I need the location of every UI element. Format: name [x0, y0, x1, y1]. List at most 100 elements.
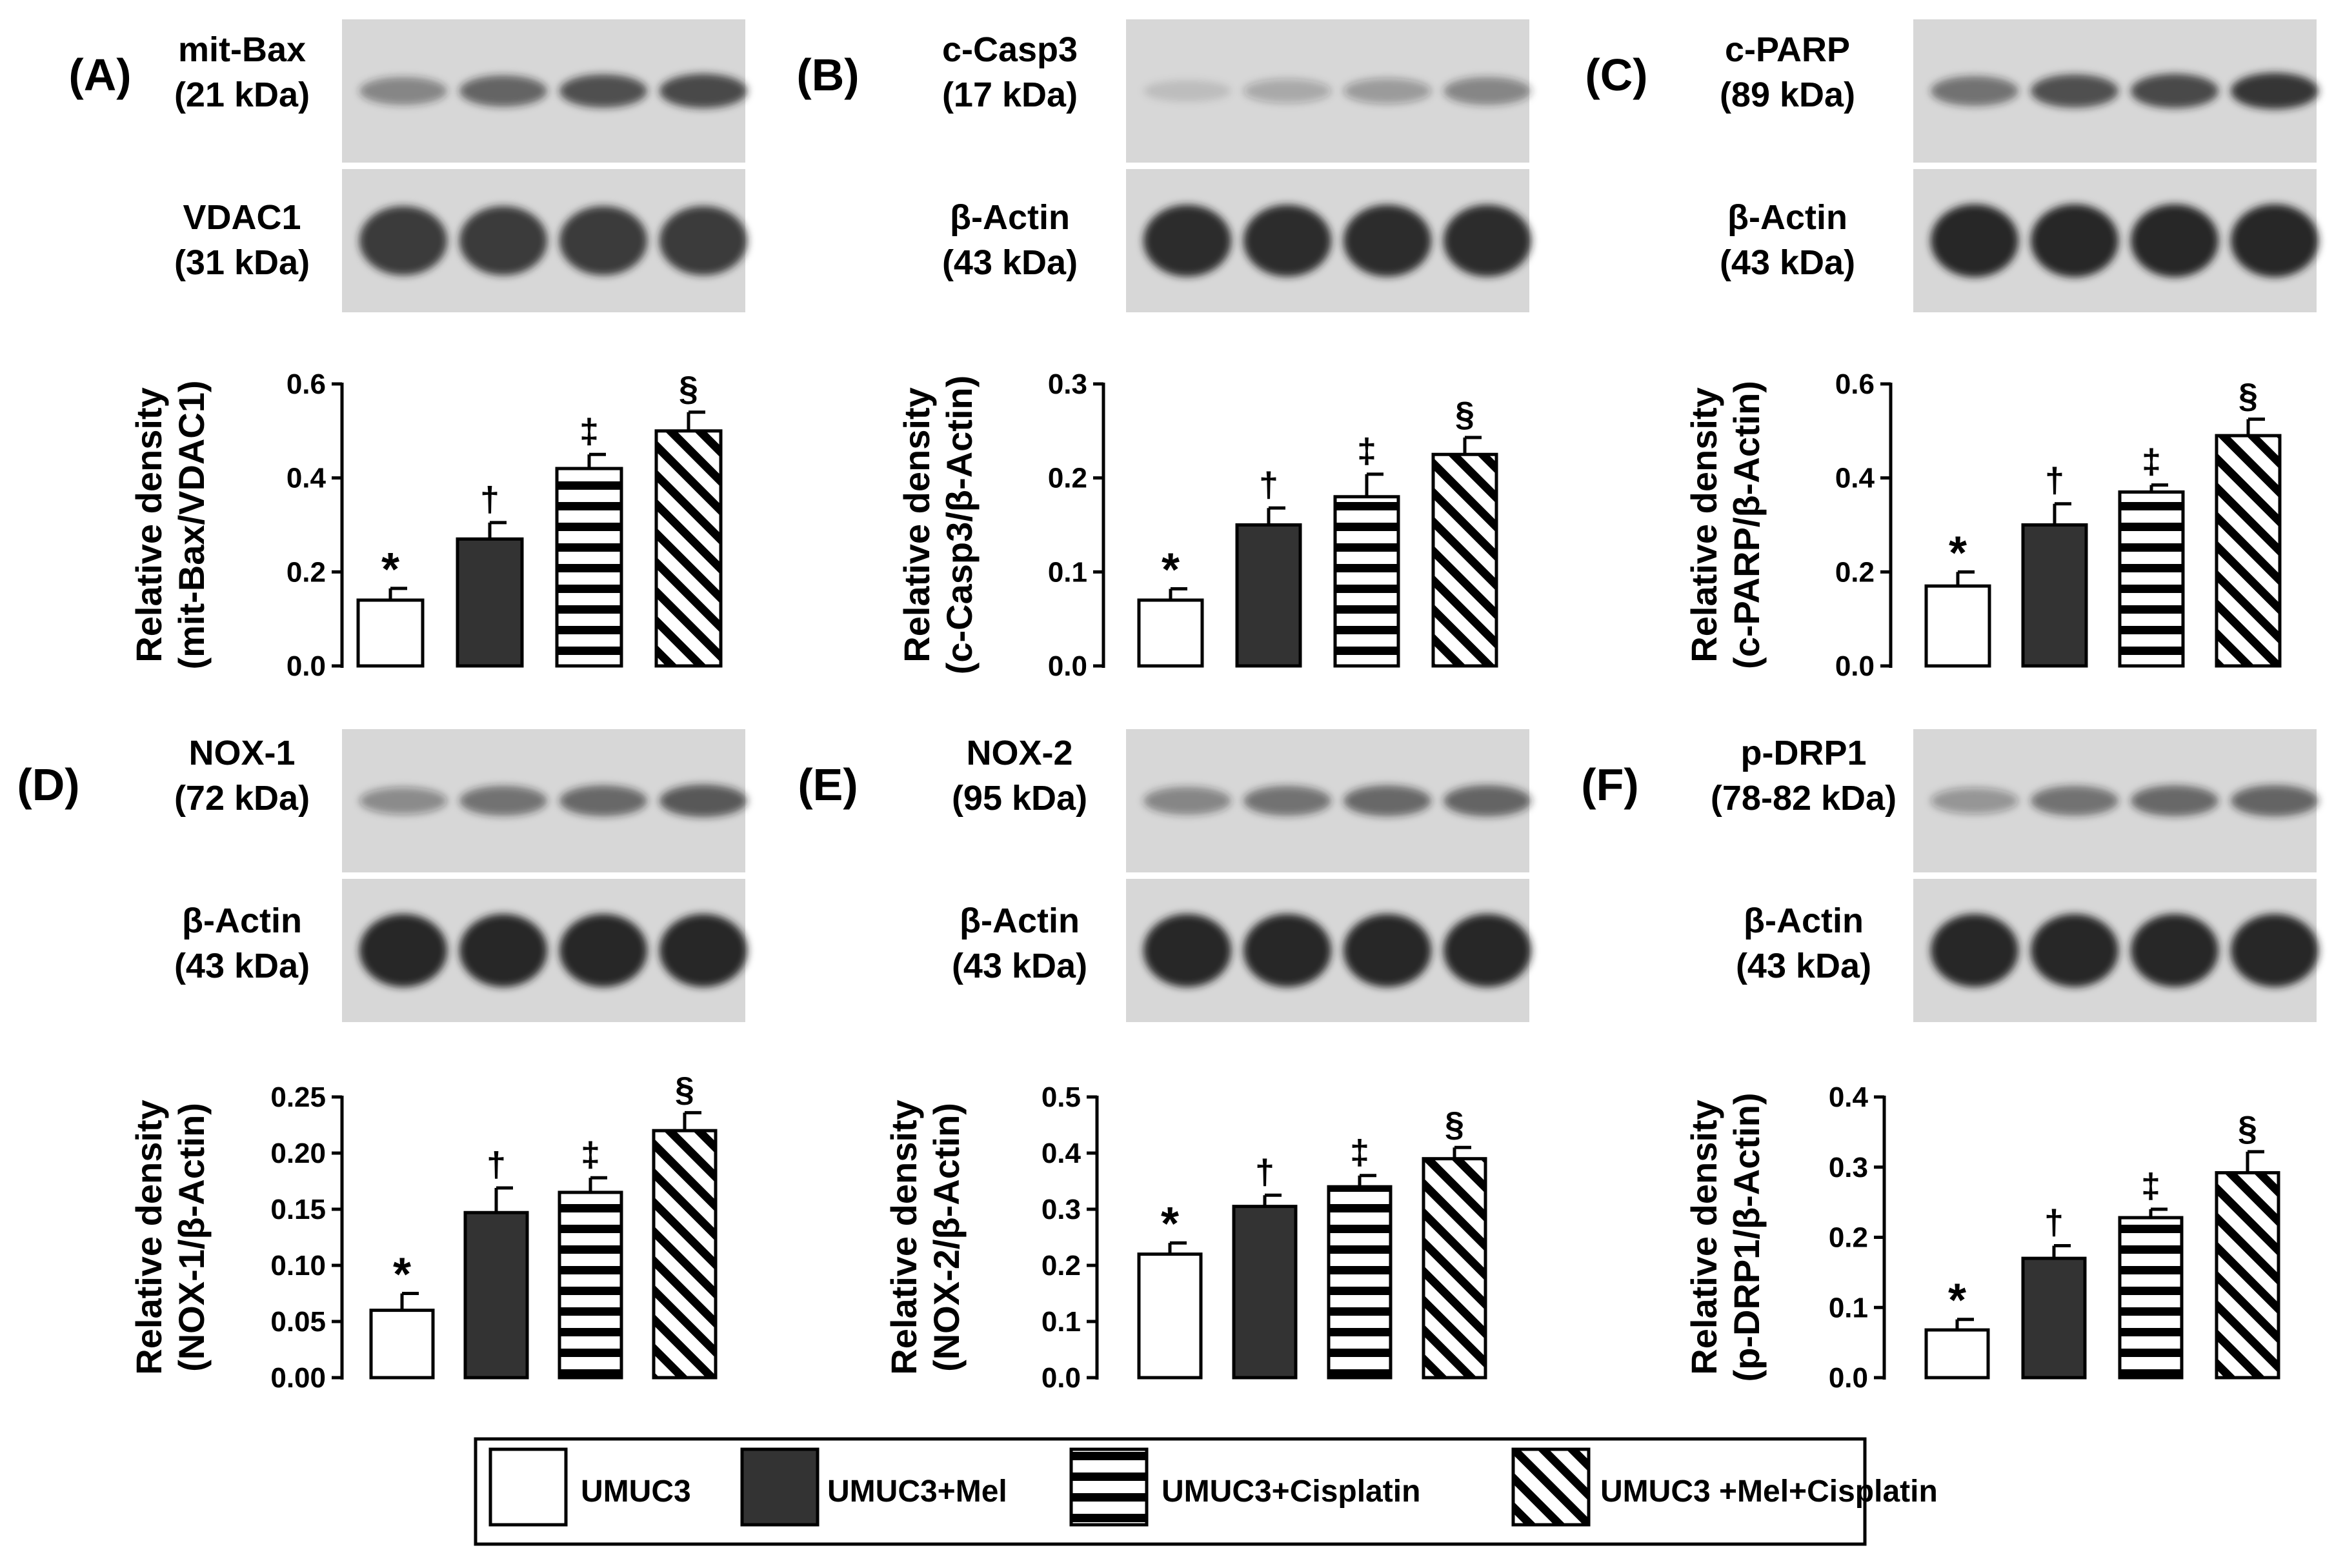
bar — [1924, 1328, 1990, 1380]
control-kda-label: (31 kDa) — [174, 243, 310, 282]
blot-band — [459, 206, 547, 276]
blot-band — [1143, 914, 1231, 987]
blot-band — [2031, 785, 2118, 816]
significance-mark: § — [679, 370, 698, 408]
y-tick-label: 0.2 — [287, 556, 326, 588]
blot-band — [2231, 914, 2319, 987]
significance-mark: ‡ — [1350, 1133, 1369, 1172]
blot-band — [559, 785, 647, 816]
blot-band — [1444, 785, 1531, 817]
y-label-line-1: Relative density — [1684, 387, 1724, 662]
y-label-line-1: Relative density — [896, 387, 937, 662]
bar — [1137, 598, 1204, 668]
y-tick-label: 0.4 — [1829, 1081, 1869, 1113]
legend: UMUC3 UMUC3+Mel UMUC3+Cisplatin UMUC3 +Mel+… — [474, 1437, 1938, 1546]
bar — [2215, 434, 2282, 668]
blot-band — [1444, 77, 1531, 105]
bar-chart: 0.0 0.1 0.2 0.3 0.4 0.5 Relative density (NOX-2… — [883, 1081, 1487, 1394]
panel-letter: (F) — [1581, 759, 1638, 810]
blot-band — [1243, 79, 1331, 103]
blot-band — [2031, 914, 2118, 987]
control-protein-label: β-Actin — [1727, 198, 1847, 237]
bar-chart: 0.0 0.2 0.4 0.6 Relative density (c-PARP/β-Ac… — [1684, 368, 2282, 682]
panel-d: (D)NOX-1(72 kDa)β-Actin(43 kDa)0.000.050… — [17, 729, 747, 1394]
bar — [555, 467, 623, 668]
blot-band — [1444, 914, 1531, 987]
target-protein-label: c-Casp3 — [942, 30, 1078, 69]
control-protein-label: β-Actin — [182, 901, 302, 940]
blot-band — [1243, 785, 1331, 816]
target-blot — [342, 729, 747, 872]
blot-band — [459, 75, 547, 107]
blot-band — [1243, 914, 1331, 987]
control-protein-label: β-Actin — [1744, 901, 1864, 940]
y-label-line-2: (c-PARP/β-Actin) — [1726, 381, 1767, 669]
bar — [2021, 523, 2088, 668]
blot-band — [1143, 205, 1231, 277]
blot-band — [1931, 787, 2018, 814]
significance-mark: ‡ — [581, 1135, 600, 1174]
bar — [1232, 1205, 1298, 1380]
blot-band — [1343, 785, 1431, 816]
significance-mark: § — [2238, 1109, 2257, 1148]
blot-band — [359, 914, 447, 987]
bar — [456, 537, 524, 668]
y-axis-label: Relative density (NOX-1/β-Actin) — [128, 1100, 212, 1374]
y-label-line-1: Relative density — [883, 1100, 924, 1374]
legend-item: UMUC3 +Mel+Cisplatin — [1511, 1447, 1938, 1527]
legend-label: UMUC3+Cisplatin — [1162, 1474, 1420, 1509]
y-tick-label: 0.1 — [1048, 556, 1087, 588]
y-tick-label: 0.6 — [287, 368, 326, 400]
target-blot — [1126, 729, 1531, 872]
y-tick-label: 0.4 — [1041, 1138, 1081, 1169]
blot-band — [659, 914, 747, 987]
blot-band — [2231, 785, 2319, 817]
bar — [356, 598, 425, 668]
target-protein-label: NOX-1 — [188, 734, 295, 772]
legend-swatch — [1069, 1447, 1149, 1527]
y-tick-label: 0.05 — [270, 1306, 326, 1338]
control-kda-label: (43 kDa) — [1736, 947, 1871, 985]
significance-mark: * — [393, 1249, 411, 1301]
y-tick-label: 0.15 — [270, 1194, 326, 1225]
y-label-line-1: Relative density — [1684, 1100, 1724, 1374]
y-tick-label: 0.2 — [1048, 463, 1087, 494]
target-protein-label: mit-Bax — [178, 30, 306, 69]
blot-band — [359, 77, 447, 105]
blot-band — [359, 787, 447, 814]
y-axis-label: Relative density (c-PARP/β-Actin) — [1684, 381, 1767, 669]
control-protein-label: β-Actin — [950, 198, 1070, 237]
significance-mark: § — [675, 1070, 694, 1109]
y-label-line-2: (p-DRP1/β-Actin) — [1726, 1093, 1767, 1382]
legend-label: UMUC3 +Mel+Cisplatin — [1600, 1474, 1938, 1509]
bar — [1431, 452, 1498, 668]
y-tick-label: 0.0 — [1835, 650, 1875, 682]
y-tick-label: 0.2 — [1041, 1250, 1081, 1282]
y-tick-label: 0.0 — [287, 650, 326, 682]
blot-band — [2031, 74, 2118, 108]
y-tick-label: 0.6 — [1835, 368, 1875, 400]
bar — [1333, 495, 1400, 668]
significance-mark: § — [1455, 395, 1474, 434]
target-kda-label: (21 kDa) — [174, 75, 310, 114]
bar — [654, 429, 723, 668]
bar — [369, 1309, 435, 1380]
y-tick-label: 0.10 — [270, 1250, 326, 1282]
y-tick-label: 0.4 — [287, 463, 327, 494]
significance-mark: † — [487, 1145, 506, 1184]
control-protein-label: β-Actin — [960, 901, 1080, 940]
blot-band — [659, 74, 747, 108]
significance-mark: † — [1259, 465, 1278, 504]
y-tick-label: 0.3 — [1041, 1194, 1081, 1225]
control-kda-label: (43 kDa) — [952, 947, 1087, 985]
y-tick-label: 0.0 — [1048, 650, 1087, 682]
legend-item: UMUC3+Cisplatin — [1069, 1447, 1420, 1527]
y-tick-label: 0.00 — [270, 1362, 326, 1394]
control-blot — [1913, 879, 2319, 1022]
blot-band — [2231, 72, 2319, 110]
control-blot — [1126, 169, 1531, 312]
blot-band — [1343, 914, 1431, 987]
legend-label: UMUC3+Mel — [827, 1474, 1007, 1509]
target-protein-label: NOX-2 — [966, 734, 1072, 772]
panel-f: (F)p-DRP1(78-82 kDa)β-Actin(43 kDa)0.00.… — [1581, 729, 2319, 1394]
